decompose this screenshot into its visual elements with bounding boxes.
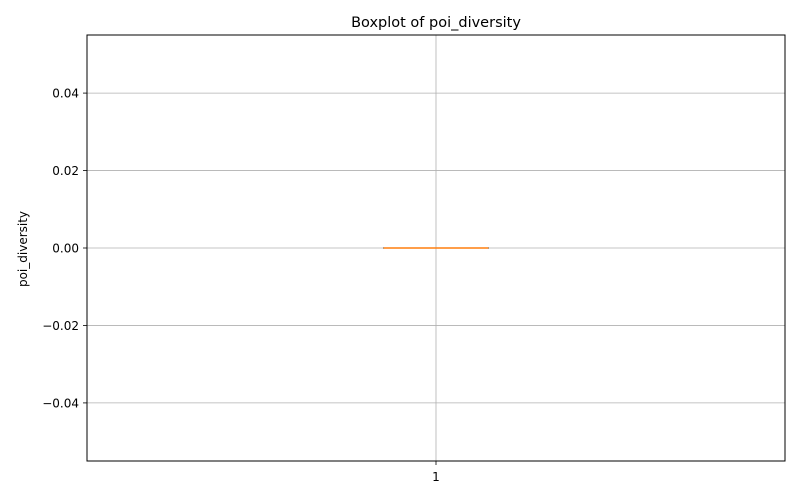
- y-tick-label-4: 0.04: [52, 87, 79, 101]
- y-tick-label-2: 0.00: [52, 242, 79, 256]
- tick-marks: −0.04 −0.02 0.00 0.02 0.04 1: [42, 87, 440, 484]
- y-axis-label: poi_diversity: [16, 211, 30, 287]
- y-tick-label-3: 0.02: [52, 164, 79, 178]
- x-tick-label-0: 1: [432, 470, 440, 484]
- chart-title: Boxplot of poi_diversity: [351, 15, 521, 31]
- y-tick-label-0: −0.04: [42, 396, 79, 410]
- y-tick-label-1: −0.02: [42, 319, 79, 333]
